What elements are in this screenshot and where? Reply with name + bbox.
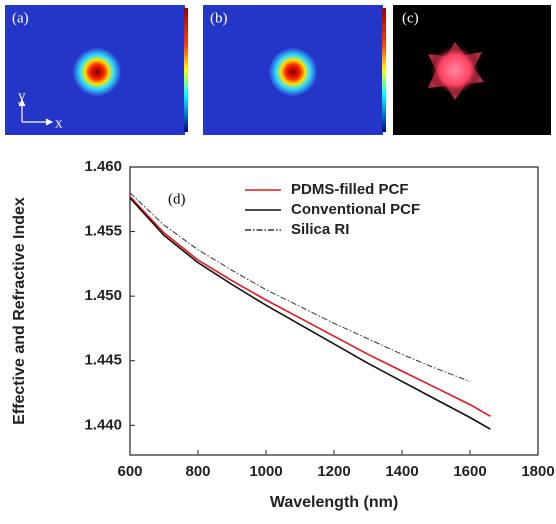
legend-label: PDMS-filled PCF <box>291 181 409 198</box>
series-line <box>129 192 471 382</box>
y-tick-label: 1.445 <box>84 352 122 369</box>
panel-label: (a) <box>12 10 29 26</box>
legend-label: Silica RI <box>291 221 349 238</box>
x-tick-label: 1400 <box>385 463 418 480</box>
x-tick-label: 600 <box>117 463 142 480</box>
y-tick-label: 1.440 <box>84 416 122 433</box>
x-tick-label: 800 <box>185 463 210 480</box>
series-line <box>129 197 491 430</box>
panel-label: (c) <box>402 10 419 26</box>
panel-a: (a) y x <box>5 5 188 135</box>
x-tick-label: 1800 <box>521 463 554 480</box>
x-tick-label: 1000 <box>249 463 282 480</box>
panel-c: (c) <box>393 5 551 135</box>
panel-label: (b) <box>210 10 228 26</box>
axis-label: y <box>18 88 26 104</box>
x-axis-label: Wavelength (nm) <box>270 494 398 511</box>
legend-label: Conventional PCF <box>291 201 420 218</box>
series-line <box>129 196 491 417</box>
y-tick-label: 1.450 <box>84 287 122 304</box>
x-tick-label: 1600 <box>453 463 486 480</box>
axis-label: x <box>55 115 63 131</box>
y-tick-label: 1.460 <box>84 158 122 175</box>
x-tick-label: 1200 <box>317 463 350 480</box>
panel-b: (b) <box>203 5 386 135</box>
annotation: (d) <box>168 191 186 207</box>
y-tick-label: 1.455 <box>84 223 122 240</box>
y-axis-label: Effective and Refractive Index <box>11 197 28 425</box>
line-chart: 1.460 1.455 1.450 1.445 1.440 600 800 1000 1200 1… <box>11 158 554 511</box>
